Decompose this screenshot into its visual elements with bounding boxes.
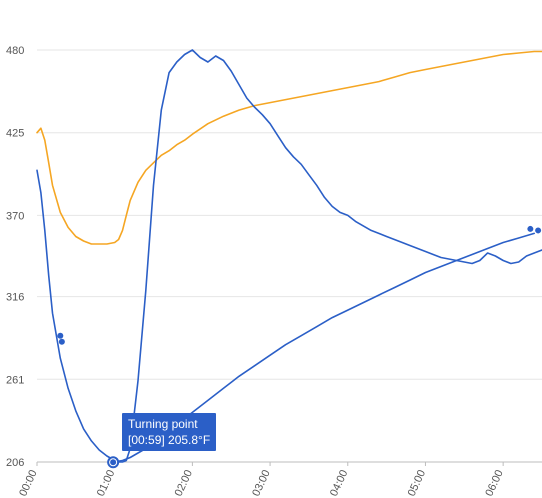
x-tick-label: 04:00 — [328, 468, 351, 498]
turning-point-dot — [110, 459, 117, 466]
y-tick-label: 316 — [6, 292, 24, 304]
series-layer — [36, 49, 542, 463]
y-tick-label: 425 — [6, 128, 24, 140]
grid-layer — [36, 49, 542, 466]
tick-label-layer: 206 261 316 370 425 480 00:00 01:00 02:00 03:00 04… — [6, 45, 506, 498]
x-tick-label: 03:00 — [250, 468, 273, 498]
x-tick-label: 02:00 — [173, 468, 196, 498]
tooltip-value: [00:59] 205.8°F — [128, 433, 210, 447]
data-point-marker — [57, 332, 64, 339]
turning-point-tooltip: Turning point [00:59] 205.8°F — [107, 413, 216, 469]
series-line-1 — [36, 50, 542, 245]
y-tick-label: 261 — [6, 374, 24, 386]
data-point-marker — [527, 225, 534, 232]
y-tick-label: 480 — [6, 45, 24, 57]
x-tick-label: 06:00 — [483, 468, 506, 498]
tooltip-title: Turning point — [128, 417, 198, 431]
y-tick-label: 206 — [6, 457, 24, 469]
x-tick-label: 00:00 — [17, 468, 40, 498]
x-tick-label: 01:00 — [95, 468, 118, 498]
tooltip-box — [122, 413, 216, 451]
data-point-marker — [535, 227, 542, 234]
y-tick-label: 370 — [6, 210, 24, 222]
data-point-marker — [58, 338, 65, 345]
x-tick-label: 05:00 — [406, 468, 429, 498]
